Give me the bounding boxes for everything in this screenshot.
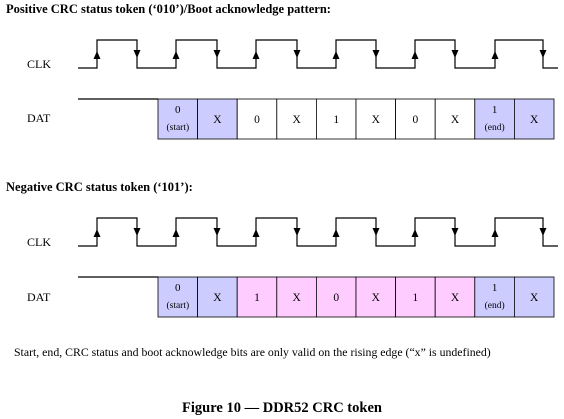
dat-bit-cell: X — [276, 98, 317, 140]
dat-bit-cell: X — [434, 98, 476, 140]
dat-bit-value: X — [530, 114, 539, 126]
diagram-2-title: Negative CRC status token (‘101’): — [6, 180, 193, 194]
clock-falling-arrow — [133, 228, 141, 236]
clock-rising-arrow — [93, 51, 101, 59]
dat-bit-value: 0 — [413, 114, 419, 126]
clock-rising-arrow — [411, 51, 419, 59]
dat-bit-value: X — [213, 292, 222, 304]
dat-bit-value: 0 — [333, 292, 339, 304]
clock-falling-arrow — [293, 50, 301, 58]
dat-bit-value: 0 — [175, 282, 181, 294]
dat-bit-cell: X — [197, 98, 238, 140]
validity-note: Start, end, CRC status and boot acknowle… — [14, 345, 491, 359]
dat-bit-value: 1 — [413, 292, 419, 304]
clock-falling-arrow — [133, 50, 141, 58]
diagram-2-dat-label: DAT — [27, 290, 51, 304]
dat-bit-value: 1 — [492, 282, 498, 294]
clock-rising-arrow — [491, 51, 499, 59]
dat-bit-cell: 1 — [236, 276, 278, 318]
clock-falling-arrow — [213, 50, 221, 58]
dat-bit-cell: X — [197, 276, 238, 318]
dat-bit-value: 1 — [333, 114, 339, 126]
dat-bit-value: 0 — [254, 114, 260, 126]
clock-rising-arrow — [252, 51, 260, 59]
dat-bit-cell: 0 (start) — [157, 98, 198, 140]
dat-bit-value: X — [213, 114, 222, 126]
dat-bit-value: X — [292, 292, 301, 304]
clock-falling-arrow — [539, 50, 547, 58]
dat-bit-cell: 1 (end) — [474, 98, 515, 140]
dat-bit-value: X — [292, 114, 301, 126]
clock-rising-arrow — [172, 229, 180, 237]
dat-bit-cell: X — [514, 98, 555, 140]
clock-rising-arrow — [491, 229, 499, 237]
dat-bit-value: X — [372, 292, 381, 304]
dat-bit-value: 1 — [254, 292, 260, 304]
clock-falling-arrow — [539, 228, 547, 236]
clock-waveform — [78, 39, 558, 69]
clock-rising-arrow — [252, 229, 260, 237]
dat-bit-cell: 1 (end) — [474, 276, 515, 318]
clock-falling-arrow — [293, 228, 301, 236]
dat-bit-value: 1 — [492, 104, 498, 116]
dat-bit-cell: 1 — [315, 98, 357, 140]
diagram-1-title: Positive CRC status token (‘010’)/Boot a… — [6, 2, 331, 16]
clock-rising-arrow — [172, 51, 180, 59]
dat-bit-cell: X — [355, 276, 396, 318]
dat-bit-value: X — [372, 114, 381, 126]
clock-rising-arrow — [411, 229, 419, 237]
dat-bit-sublabel: (end) — [485, 122, 505, 133]
dat-bit-value: X — [530, 292, 539, 304]
clock-rising-arrow — [93, 229, 101, 237]
dat-bit-cell: 0 — [236, 98, 278, 140]
diagram-2-clk-label: CLK — [27, 235, 51, 249]
diagram-2-timing-waveform: 0 (start) X 1 X 0 X 1 X 1 (end) X — [78, 217, 558, 318]
clock-rising-arrow — [332, 51, 340, 59]
diagram-1-clk-label: CLK — [27, 57, 51, 71]
dat-bit-cell: X — [276, 276, 317, 318]
dat-bit-cell: 0 (start) — [157, 276, 198, 318]
dat-bit-value: X — [451, 114, 460, 126]
clock-falling-arrow — [451, 50, 459, 58]
dat-bit-sublabel: (end) — [485, 300, 505, 311]
clock-falling-arrow — [451, 228, 459, 236]
diagram-1-dat-label: DAT — [27, 111, 51, 125]
clock-falling-arrow — [213, 228, 221, 236]
dat-bit-cell: X — [434, 276, 476, 318]
clock-waveform — [78, 217, 558, 247]
clock-falling-arrow — [372, 228, 380, 236]
dat-bit-sublabel: (start) — [166, 300, 189, 311]
clock-rising-arrow — [332, 229, 340, 237]
dat-bit-value: 0 — [175, 104, 181, 116]
clock-falling-arrow — [372, 50, 380, 58]
dat-bit-cell: 0 — [315, 276, 357, 318]
dat-bit-value: X — [451, 292, 460, 304]
dat-bit-cell: 1 — [395, 276, 436, 318]
dat-bit-cell: X — [355, 98, 396, 140]
dat-bit-sublabel: (start) — [166, 122, 189, 133]
dat-bit-cell: 0 — [395, 98, 436, 140]
dat-bit-cell: X — [514, 276, 555, 318]
figure-caption: Figure 10 — DDR52 CRC token — [182, 400, 382, 416]
diagram-1-timing-waveform: 0 (start) X 0 X 1 X 0 X 1 (end) X — [78, 39, 558, 140]
